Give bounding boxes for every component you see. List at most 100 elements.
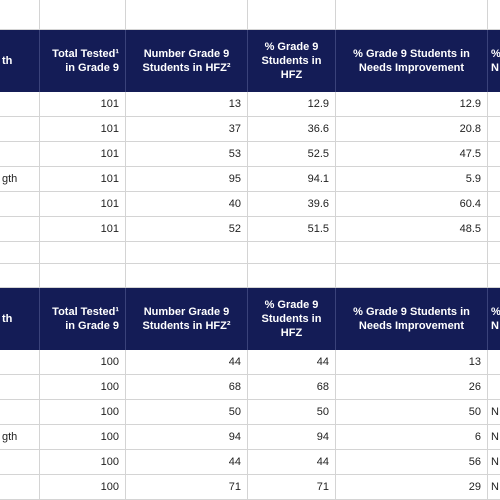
extra-cell[interactable]: N xyxy=(488,450,500,475)
pct-ni-cell[interactable]: 20.8 xyxy=(336,117,488,142)
total-tested-cell[interactable]: 101 xyxy=(40,167,126,192)
pct-ni-cell[interactable]: 50 xyxy=(336,400,488,425)
header-cell-label[interactable]: th xyxy=(0,288,40,350)
cell[interactable] xyxy=(40,264,126,288)
cell[interactable] xyxy=(40,242,126,264)
row-label-cell[interactable]: gth xyxy=(0,425,40,450)
cell[interactable] xyxy=(0,0,40,30)
number-hfz-cell[interactable]: 13 xyxy=(126,92,248,117)
cell[interactable] xyxy=(336,0,488,30)
header-cell-extra[interactable]: % N xyxy=(488,30,500,92)
number-hfz-cell[interactable]: 95 xyxy=(126,167,248,192)
extra-cell[interactable] xyxy=(488,117,500,142)
row-label-cell[interactable] xyxy=(0,192,40,217)
pct-ni-cell[interactable]: 26 xyxy=(336,375,488,400)
pct-hfz-cell[interactable]: 12.9 xyxy=(248,92,336,117)
row-label-cell[interactable] xyxy=(0,375,40,400)
number-hfz-cell[interactable]: 40 xyxy=(126,192,248,217)
extra-cell[interactable] xyxy=(488,167,500,192)
cell[interactable] xyxy=(126,0,248,30)
row-label-cell[interactable] xyxy=(0,450,40,475)
total-tested-cell[interactable]: 100 xyxy=(40,350,126,375)
number-hfz-cell[interactable]: 71 xyxy=(126,475,248,500)
number-hfz-cell[interactable]: 50 xyxy=(126,400,248,425)
total-tested-cell[interactable]: 101 xyxy=(40,92,126,117)
total-tested-cell[interactable]: 100 xyxy=(40,375,126,400)
extra-cell[interactable]: N xyxy=(488,475,500,500)
header-cell-total-tested[interactable]: Total Tested¹ in Grade 9 xyxy=(40,288,126,350)
number-hfz-cell[interactable]: 94 xyxy=(126,425,248,450)
pct-hfz-cell[interactable]: 71 xyxy=(248,475,336,500)
row-label-cell[interactable] xyxy=(0,117,40,142)
cell[interactable] xyxy=(248,242,336,264)
total-tested-cell[interactable]: 101 xyxy=(40,192,126,217)
row-label-cell[interactable] xyxy=(0,92,40,117)
extra-cell[interactable] xyxy=(488,142,500,167)
extra-cell[interactable] xyxy=(488,192,500,217)
row-label-cell[interactable] xyxy=(0,400,40,425)
total-tested-cell[interactable]: 100 xyxy=(40,425,126,450)
number-hfz-cell[interactable]: 37 xyxy=(126,117,248,142)
number-hfz-cell[interactable]: 44 xyxy=(126,450,248,475)
header-cell-total-tested[interactable]: Total Tested¹ in Grade 9 xyxy=(40,30,126,92)
row-label-cell[interactable] xyxy=(0,217,40,242)
pct-hfz-cell[interactable]: 50 xyxy=(248,400,336,425)
pct-hfz-cell[interactable]: 44 xyxy=(248,350,336,375)
number-hfz-cell[interactable]: 44 xyxy=(126,350,248,375)
cell[interactable] xyxy=(0,242,40,264)
pct-ni-cell[interactable]: 5.9 xyxy=(336,167,488,192)
cell[interactable] xyxy=(248,0,336,30)
extra-cell[interactable] xyxy=(488,92,500,117)
number-hfz-cell[interactable]: 53 xyxy=(126,142,248,167)
pct-ni-cell[interactable]: 29 xyxy=(336,475,488,500)
pct-hfz-cell[interactable]: 36.6 xyxy=(248,117,336,142)
pct-ni-cell[interactable]: 47.5 xyxy=(336,142,488,167)
pct-ni-cell[interactable]: 12.9 xyxy=(336,92,488,117)
header-cell-pct-needs-improvement[interactable]: % Grade 9 Students in Needs Improvement xyxy=(336,288,488,350)
pct-ni-cell[interactable]: 48.5 xyxy=(336,217,488,242)
pct-ni-cell[interactable]: 60.4 xyxy=(336,192,488,217)
cell[interactable] xyxy=(0,264,40,288)
cell[interactable] xyxy=(336,264,488,288)
number-hfz-cell[interactable]: 52 xyxy=(126,217,248,242)
extra-cell[interactable] xyxy=(488,375,500,400)
extra-cell[interactable]: N xyxy=(488,400,500,425)
pct-hfz-cell[interactable]: 39.6 xyxy=(248,192,336,217)
pct-hfz-cell[interactable]: 94.1 xyxy=(248,167,336,192)
row-label-cell[interactable] xyxy=(0,350,40,375)
pct-hfz-cell[interactable]: 51.5 xyxy=(248,217,336,242)
total-tested-cell[interactable]: 101 xyxy=(40,117,126,142)
cell[interactable] xyxy=(40,0,126,30)
header-cell-label[interactable]: th xyxy=(0,30,40,92)
header-cell-pct-hfz[interactable]: % Grade 9 Students in HFZ xyxy=(248,288,336,350)
cell[interactable] xyxy=(248,264,336,288)
extra-cell[interactable] xyxy=(488,217,500,242)
total-tested-cell[interactable]: 101 xyxy=(40,217,126,242)
row-label-cell[interactable] xyxy=(0,142,40,167)
cell[interactable] xyxy=(336,242,488,264)
total-tested-cell[interactable]: 100 xyxy=(40,400,126,425)
header-cell-number-hfz[interactable]: Number Grade 9 Students in HFZ² xyxy=(126,30,248,92)
extra-cell[interactable] xyxy=(488,350,500,375)
header-cell-pct-needs-improvement[interactable]: % Grade 9 Students in Needs Improvement xyxy=(336,30,488,92)
pct-hfz-cell[interactable]: 94 xyxy=(248,425,336,450)
row-label-cell[interactable]: gth xyxy=(0,167,40,192)
total-tested-cell[interactable]: 101 xyxy=(40,142,126,167)
row-label-cell[interactable] xyxy=(0,475,40,500)
total-tested-cell[interactable]: 100 xyxy=(40,475,126,500)
cell[interactable] xyxy=(126,242,248,264)
pct-ni-cell[interactable]: 13 xyxy=(336,350,488,375)
cell[interactable] xyxy=(488,0,500,30)
number-hfz-cell[interactable]: 68 xyxy=(126,375,248,400)
cell[interactable] xyxy=(488,242,500,264)
header-cell-number-hfz[interactable]: Number Grade 9 Students in HFZ² xyxy=(126,288,248,350)
cell[interactable] xyxy=(126,264,248,288)
pct-hfz-cell[interactable]: 68 xyxy=(248,375,336,400)
pct-hfz-cell[interactable]: 52.5 xyxy=(248,142,336,167)
extra-cell[interactable]: N xyxy=(488,425,500,450)
total-tested-cell[interactable]: 100 xyxy=(40,450,126,475)
pct-ni-cell[interactable]: 56 xyxy=(336,450,488,475)
header-cell-pct-hfz[interactable]: % Grade 9 Students in HFZ xyxy=(248,30,336,92)
pct-ni-cell[interactable]: 6 xyxy=(336,425,488,450)
cell[interactable] xyxy=(488,264,500,288)
